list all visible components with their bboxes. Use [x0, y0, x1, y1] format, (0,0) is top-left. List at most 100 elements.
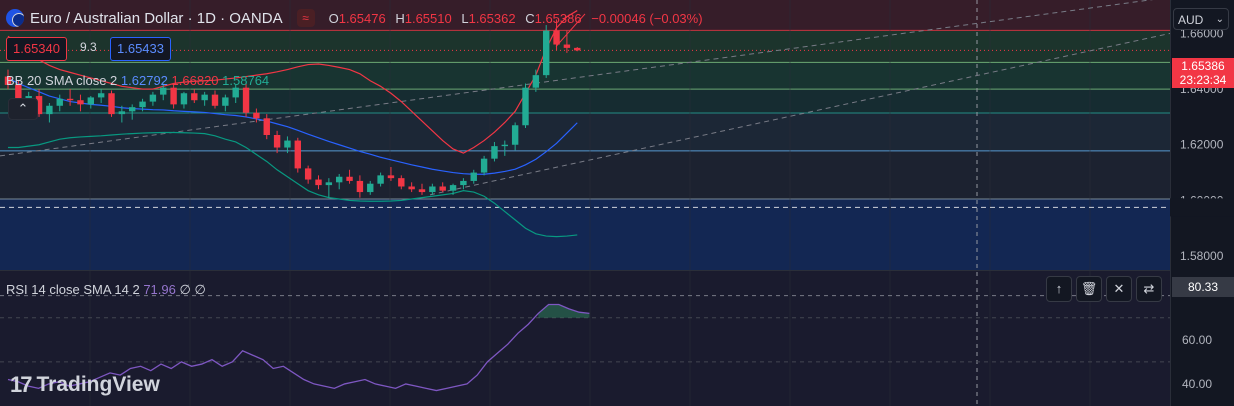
candle-body — [180, 93, 188, 105]
grid-lines — [0, 0, 1170, 406]
candle-body — [118, 111, 126, 115]
candle-body — [387, 175, 395, 179]
candle-body — [201, 94, 208, 101]
candle-body — [408, 186, 415, 190]
candle-body — [429, 186, 436, 193]
bb-upper-line — [7, 10, 578, 154]
price-tick-label: 1.62000 — [1180, 138, 1224, 152]
chevron-down-icon: ⌄ — [1215, 14, 1224, 25]
candle-body — [149, 94, 157, 102]
currency-select[interactable]: AUD ⌄ — [1173, 8, 1229, 30]
rsi-pane — [0, 295, 1170, 392]
tradingview-logo[interactable]: 17 TradingView — [10, 372, 160, 398]
candle-body — [222, 97, 229, 106]
candle-body — [470, 172, 477, 181]
ohlc-readout: O1.65476 H1.65510 L1.65362 C1.65386 −0.0… — [329, 11, 709, 26]
candle-body — [232, 87, 239, 98]
zone-2 — [0, 62, 1170, 90]
high-value: 1.65510 — [404, 10, 452, 26]
rsi-tick-label: 40.00 — [1182, 377, 1212, 391]
collapse-legend-button[interactable]: ⌃ — [8, 98, 38, 120]
zone-5 — [0, 150, 1170, 200]
candle-body — [211, 94, 219, 106]
rsi-overbought-fill — [538, 304, 590, 318]
bb-lower-line — [8, 131, 578, 238]
buy-button[interactable]: 1.65433 — [110, 37, 171, 61]
candle-body — [46, 105, 53, 115]
bollinger-bands — [7, 10, 578, 238]
candle-body — [191, 93, 198, 101]
bar-countdown: 23:23:34 — [1179, 73, 1227, 87]
zone-6 — [0, 199, 1170, 270]
market-status-icon[interactable]: ≈ — [296, 9, 315, 27]
zone-0 — [0, 0, 1170, 31]
candle-body — [129, 107, 136, 112]
bb-label[interactable]: BB 20 SMA close 2 — [6, 73, 118, 88]
trendline-upper — [0, 0, 1154, 157]
rsi-legend[interactable]: RSI 14 close SMA 14 2 71.96 ∅ ∅ — [6, 282, 206, 298]
bb-legend[interactable]: BB 20 SMA close 2 1.62792 1.66820 1.5876… — [6, 73, 269, 88]
close-label: C — [525, 10, 535, 26]
candle-body — [242, 87, 250, 113]
rsi-bb-value: ∅ — [194, 282, 206, 297]
candle-body — [439, 186, 446, 191]
low-label: L — [461, 10, 469, 26]
rsi-cursor-tag: 80.33 — [1172, 277, 1234, 297]
candle-body — [377, 175, 384, 184]
symbol-header[interactable]: Euro / Australian Dollar · 1D · OANDA ≈ … — [6, 9, 709, 27]
candle-body — [139, 101, 146, 108]
candle-body — [563, 44, 571, 48]
rsi-label[interactable]: RSI 14 close SMA 14 2 — [6, 282, 140, 297]
spread-value: 9.3 — [80, 40, 97, 54]
tradingview-logo-icon: 17 — [10, 372, 33, 397]
zone-1 — [0, 30, 1170, 63]
bb-basis-value: 1.62792 — [120, 73, 168, 88]
close-value: 1.65386 — [534, 10, 582, 26]
trendline-lower — [429, 32, 1171, 196]
candle-body — [418, 189, 426, 193]
symbol-title[interactable]: Euro / Australian Dollar · 1D · OANDA — [30, 9, 283, 27]
zone-3 — [0, 89, 1170, 114]
candle-body — [336, 176, 343, 183]
candle-body — [35, 96, 43, 115]
candle-body — [284, 140, 291, 148]
sell-button[interactable]: 1.65340 — [6, 37, 67, 61]
candle-body — [108, 93, 115, 115]
candle-body — [532, 75, 540, 88]
candle-body — [263, 118, 270, 135]
candle-body — [356, 180, 364, 193]
candle-body — [398, 178, 405, 187]
price-tick-label: 1.58000 — [1180, 249, 1224, 263]
candle-body — [160, 87, 167, 95]
move-pane-up-button[interactable]: ↑ — [1046, 276, 1072, 302]
rsi-line — [7, 303, 590, 392]
candle-body — [449, 185, 457, 191]
candle-body — [77, 100, 84, 105]
delete-pane-button[interactable]: 🗑 — [1076, 276, 1102, 302]
zone-4 — [0, 113, 1170, 151]
rsi-pane-bg — [0, 271, 1170, 406]
candle-body — [170, 87, 177, 105]
candle-body — [480, 158, 488, 173]
bb-upper-value: 1.66820 — [171, 73, 219, 88]
change-value: −0.00046 (−0.03%) — [591, 10, 703, 26]
currency-value: AUD — [1178, 13, 1204, 27]
annotation-line — [555, 13, 586, 47]
close-pane-button[interactable]: ✕ — [1106, 276, 1132, 302]
candle-body — [304, 168, 312, 180]
pane-toolbar: ↑ 🗑 ✕ ⇄ — [1046, 276, 1162, 302]
swap-pane-button[interactable]: ⇄ — [1136, 276, 1162, 302]
candle-body — [87, 97, 94, 105]
candle-body — [501, 144, 508, 147]
candle-body — [574, 47, 581, 51]
candle-body — [56, 98, 63, 106]
candle-body — [66, 98, 74, 101]
open-value: 1.65476 — [338, 10, 386, 26]
candlestick-series — [4, 19, 581, 198]
currency-flag-icon — [6, 9, 24, 27]
last-price-tag: 1.65386 23:23:34 — [1172, 58, 1234, 88]
candle-body — [97, 93, 105, 98]
candle-body — [460, 180, 467, 186]
